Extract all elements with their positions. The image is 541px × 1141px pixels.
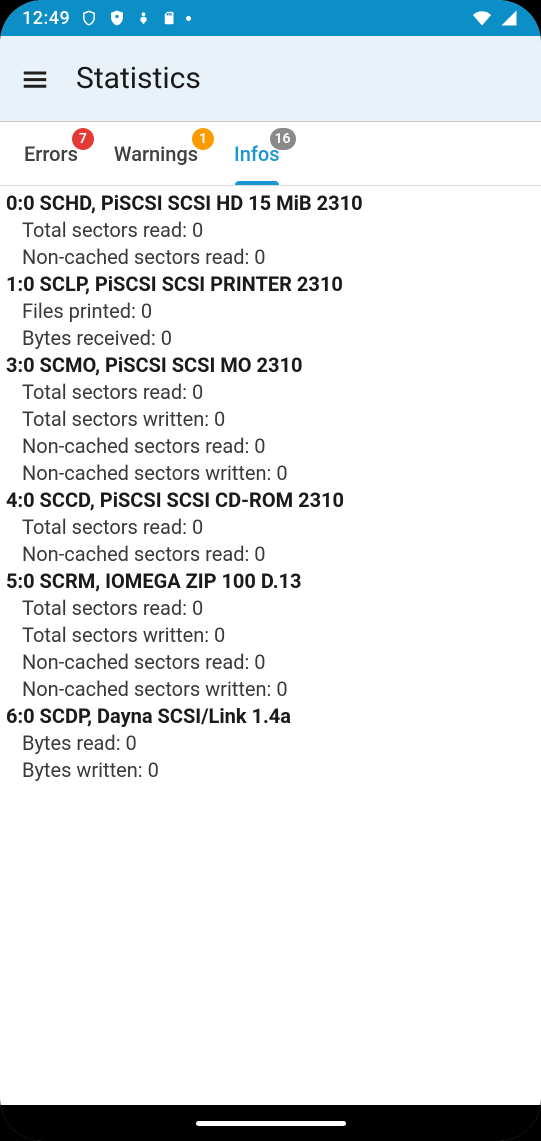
stat-line: Total sectors read: 0 bbox=[6, 217, 535, 244]
page-title: Statistics bbox=[76, 61, 201, 96]
shield-filled-icon bbox=[108, 9, 126, 27]
device-header: 0:0 SCHD, PiSCSI SCSI HD 15 MiB 2310 bbox=[6, 190, 535, 217]
device-block: 4:0 SCCD, PiSCSI SCSI CD-ROM 2310 Total … bbox=[6, 487, 535, 568]
status-left: 12:49 bbox=[22, 8, 191, 29]
infos-badge: 16 bbox=[270, 128, 296, 150]
stat-line: Non-cached sectors read: 0 bbox=[6, 649, 535, 676]
status-time: 12:49 bbox=[22, 8, 70, 29]
stat-line: Bytes read: 0 bbox=[6, 730, 535, 757]
screen: 12:49 bbox=[0, 0, 541, 1141]
device-header: 5:0 SCRM, IOMEGA ZIP 100 D.13 bbox=[6, 568, 535, 595]
tab-label: Warnings bbox=[114, 142, 198, 166]
tab-bar: Errors 7 Warnings 1 Infos 16 bbox=[0, 122, 541, 186]
cellular-signal-icon bbox=[499, 9, 519, 27]
stat-line: Total sectors read: 0 bbox=[6, 379, 535, 406]
menu-icon[interactable] bbox=[20, 64, 50, 94]
system-nav-bar bbox=[0, 1105, 541, 1141]
device-block: 1:0 SCLP, PiSCSI SCSI PRINTER 2310 Files… bbox=[6, 271, 535, 352]
tab-infos[interactable]: Infos 16 bbox=[216, 122, 298, 185]
stat-line: Total sectors read: 0 bbox=[6, 514, 535, 541]
stat-line: Non-cached sectors written: 0 bbox=[6, 676, 535, 703]
stat-line: Total sectors written: 0 bbox=[6, 622, 535, 649]
stat-line: Non-cached sectors written: 0 bbox=[6, 460, 535, 487]
shield-outline-icon bbox=[80, 9, 98, 27]
tab-errors[interactable]: Errors 7 bbox=[6, 122, 96, 185]
device-frame: 12:49 bbox=[0, 0, 541, 1141]
stat-line: Files printed: 0 bbox=[6, 298, 535, 325]
home-indicator[interactable] bbox=[196, 1121, 346, 1126]
errors-badge: 7 bbox=[72, 128, 94, 150]
stat-line: Non-cached sectors read: 0 bbox=[6, 433, 535, 460]
stat-line: Total sectors written: 0 bbox=[6, 406, 535, 433]
device-block: 5:0 SCRM, IOMEGA ZIP 100 D.13 Total sect… bbox=[6, 568, 535, 703]
sd-card-icon bbox=[161, 9, 176, 27]
tab-warnings[interactable]: Warnings 1 bbox=[96, 122, 216, 185]
stat-line: Total sectors read: 0 bbox=[6, 595, 535, 622]
stat-line: Non-cached sectors read: 0 bbox=[6, 541, 535, 568]
device-block: 0:0 SCHD, PiSCSI SCSI HD 15 MiB 2310 Tot… bbox=[6, 190, 535, 271]
device-block: 3:0 SCMO, PiSCSI SCSI MO 2310 Total sect… bbox=[6, 352, 535, 487]
app-bar: Statistics bbox=[0, 36, 541, 122]
device-header: 3:0 SCMO, PiSCSI SCSI MO 2310 bbox=[6, 352, 535, 379]
device-block: 6:0 SCDP, Dayna SCSI/Link 1.4a Bytes rea… bbox=[6, 703, 535, 784]
tab-label: Errors bbox=[24, 142, 78, 166]
device-header: 1:0 SCLP, PiSCSI SCSI PRINTER 2310 bbox=[6, 271, 535, 298]
status-right bbox=[471, 9, 519, 27]
status-overflow-dot bbox=[186, 16, 191, 21]
warnings-badge: 1 bbox=[192, 128, 214, 150]
person-pin-icon bbox=[136, 9, 151, 27]
stat-line: Bytes received: 0 bbox=[6, 325, 535, 352]
content-area[interactable]: 0:0 SCHD, PiSCSI SCSI HD 15 MiB 2310 Tot… bbox=[0, 186, 541, 784]
stat-line: Bytes written: 0 bbox=[6, 757, 535, 784]
device-header: 6:0 SCDP, Dayna SCSI/Link 1.4a bbox=[6, 703, 535, 730]
wifi-icon bbox=[471, 9, 493, 27]
device-header: 4:0 SCCD, PiSCSI SCSI CD-ROM 2310 bbox=[6, 487, 535, 514]
stat-line: Non-cached sectors read: 0 bbox=[6, 244, 535, 271]
status-bar: 12:49 bbox=[0, 0, 541, 36]
